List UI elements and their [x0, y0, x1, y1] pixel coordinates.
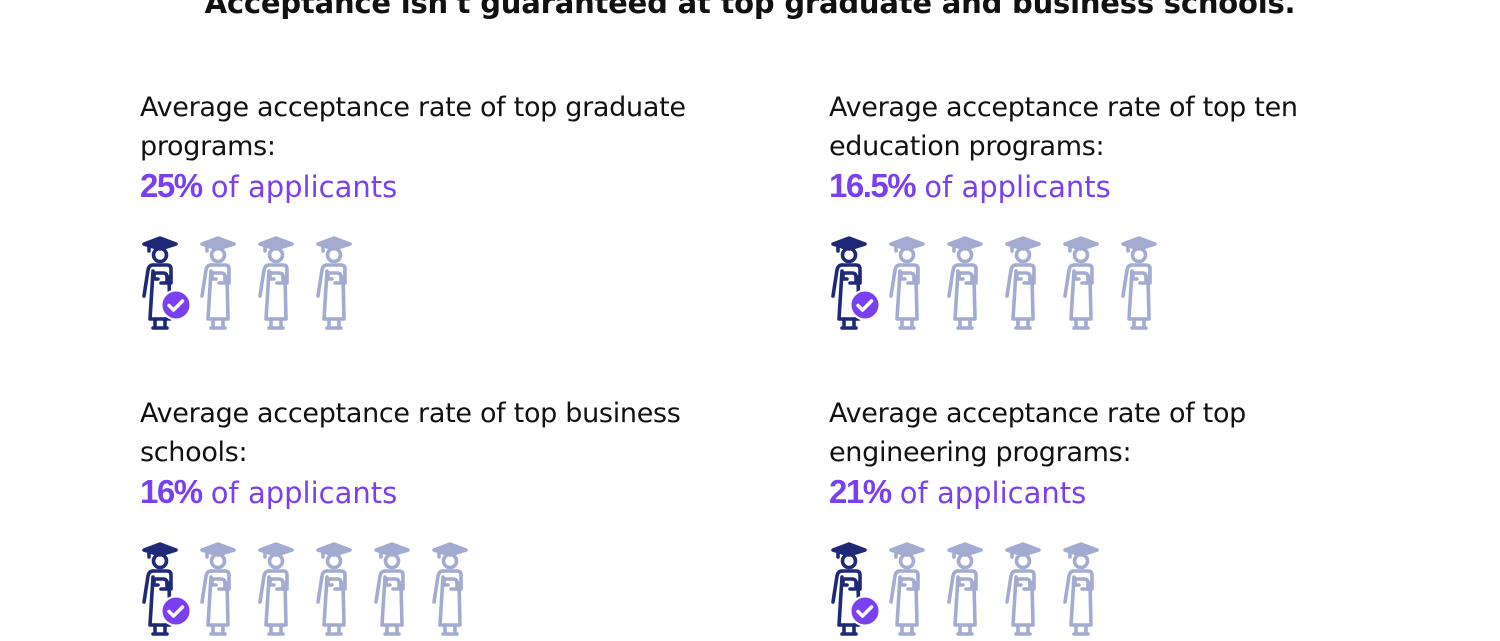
stat-value: 21%	[829, 473, 892, 510]
graduate-accepted-icon	[829, 541, 881, 637]
graduate-person-icon	[198, 541, 238, 637]
stat-label: Average acceptance rate of top business …	[140, 398, 681, 468]
stat-engineering: Average acceptance rate of top engineeri…	[829, 394, 1389, 637]
stat-value-line: 16% of applicants	[140, 472, 700, 513]
check-badge-icon	[849, 595, 881, 627]
graduate-person-icon	[372, 541, 412, 637]
check-badge-icon	[160, 595, 192, 627]
graduate-person-icon	[1061, 235, 1101, 331]
stat-value: 16%	[140, 473, 203, 510]
stat-suffix: of applicants	[210, 476, 398, 510]
graduate-person-icon	[198, 235, 238, 331]
graduate-person-icon	[945, 541, 985, 637]
stat-suffix: of applicants	[924, 170, 1111, 204]
check-badge-icon	[160, 289, 192, 321]
stat-value-line: 16.5% of applicants	[829, 166, 1389, 207]
graduate-person-icon	[256, 235, 296, 331]
stat-suffix: of applicants	[210, 170, 398, 204]
stat-label: Average acceptance rate of top graduate …	[140, 92, 686, 162]
icon-row	[140, 541, 700, 637]
graduate-person-icon	[887, 235, 927, 331]
graduate-person-icon	[314, 541, 354, 637]
graduate-person-icon	[1061, 541, 1101, 637]
graduate-accepted-icon	[140, 235, 192, 331]
stat-label: Average acceptance rate of top engineeri…	[829, 398, 1247, 468]
stat-education: Average acceptance rate of top ten educa…	[829, 88, 1389, 331]
graduate-person-icon	[1003, 235, 1043, 331]
graduate-person-icon	[945, 235, 985, 331]
stat-value: 16.5%	[829, 167, 917, 204]
stat-label: Average acceptance rate of top ten educa…	[829, 92, 1298, 162]
stat-value: 25%	[140, 167, 203, 204]
icon-row	[829, 541, 1389, 637]
graduate-person-icon	[314, 235, 354, 331]
graduate-accepted-icon	[140, 541, 192, 637]
check-badge-icon	[849, 289, 881, 321]
stat-business: Average acceptance rate of top business …	[140, 394, 700, 637]
page-title: Acceptance isn't guaranteed at top gradu…	[204, 0, 1296, 20]
stat-graduate: Average acceptance rate of top graduate …	[140, 88, 700, 331]
graduate-person-icon	[256, 541, 296, 637]
stat-value-line: 25% of applicants	[140, 166, 700, 207]
graduate-person-icon	[1003, 541, 1043, 637]
stat-value-line: 21% of applicants	[829, 472, 1389, 513]
graduate-accepted-icon	[829, 235, 881, 331]
graduate-person-icon	[430, 541, 470, 637]
icon-row	[140, 235, 700, 331]
graduate-person-icon	[1119, 235, 1159, 331]
graduate-person-icon	[887, 541, 927, 637]
icon-row	[829, 235, 1389, 331]
stat-suffix: of applicants	[899, 476, 1087, 510]
